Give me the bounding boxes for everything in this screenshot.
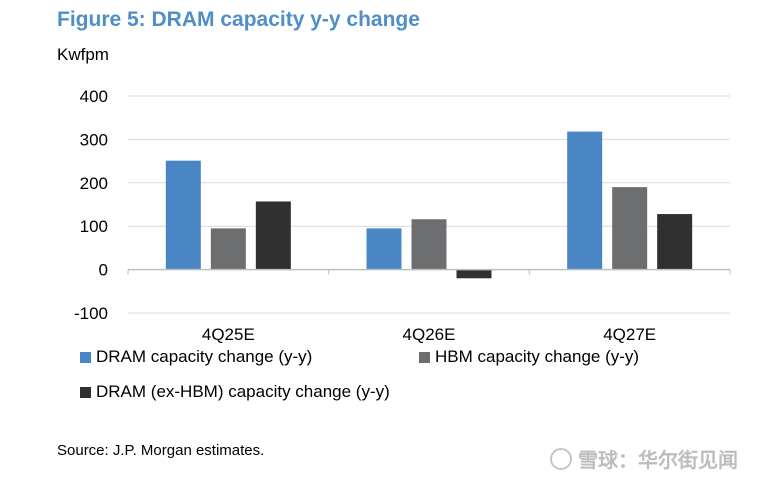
y-tick-label: 200 bbox=[80, 174, 108, 193]
bar bbox=[567, 131, 603, 270]
legend-label-hbm: HBM capacity change (y-y) bbox=[435, 347, 640, 366]
legend-swatch-hbm bbox=[419, 351, 430, 363]
legend-label-dram: DRAM capacity change (y-y) bbox=[96, 347, 313, 366]
bar bbox=[612, 187, 648, 270]
legend-item-dram: DRAM capacity change (y-y) bbox=[80, 347, 312, 367]
x-tick-label: 4Q26E bbox=[403, 325, 456, 344]
bar bbox=[210, 228, 246, 270]
y-tick-label: -100 bbox=[74, 304, 108, 323]
legend-item-hbm: HBM capacity change (y-y) bbox=[419, 347, 639, 367]
watermark-text: 雪球：华尔街见闻 bbox=[578, 450, 738, 472]
bar bbox=[255, 201, 291, 270]
y-tick-label: 100 bbox=[80, 217, 108, 236]
snowball-logo-icon bbox=[550, 447, 572, 470]
legend-swatch-dram-ex-hbm bbox=[80, 386, 91, 398]
y-tick-label: 0 bbox=[99, 261, 108, 280]
y-tick-label: 400 bbox=[80, 87, 108, 106]
source-note: Source: J.P. Morgan estimates. bbox=[57, 442, 265, 459]
y-axis-unit-label: Kwfpm bbox=[57, 45, 109, 64]
legend-item-dram-ex-hbm: DRAM (ex-HBM) capacity change (y-y) bbox=[80, 382, 390, 402]
bar bbox=[411, 219, 447, 270]
legend-label-dram-ex-hbm: DRAM (ex-HBM) capacity change (y-y) bbox=[96, 382, 390, 401]
bar bbox=[657, 214, 693, 270]
bar bbox=[366, 228, 402, 270]
x-tick-label: 4Q27E bbox=[603, 325, 656, 344]
y-tick-label: 300 bbox=[80, 130, 108, 149]
x-tick-label: 4Q25E bbox=[202, 325, 255, 344]
bar bbox=[165, 160, 201, 270]
legend-swatch-dram bbox=[80, 351, 91, 363]
bar bbox=[456, 269, 492, 279]
chart-title: Figure 5: DRAM capacity y-y change bbox=[57, 8, 420, 31]
watermark: 雪球：华尔街见闻 bbox=[550, 444, 738, 473]
